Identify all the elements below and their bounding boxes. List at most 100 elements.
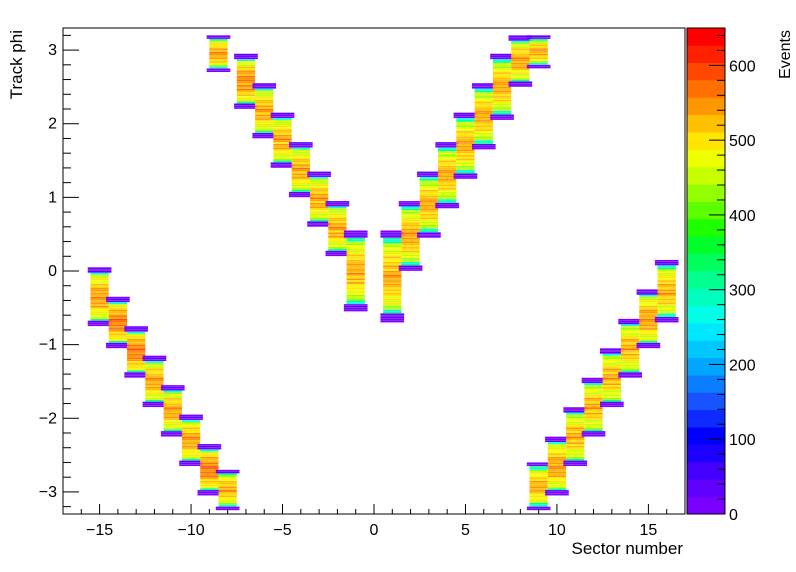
- heatmap-cell: [419, 186, 439, 189]
- heatmap-cell: [346, 261, 365, 264]
- heatmap-cell: [529, 475, 548, 478]
- heatmap-cell: [602, 377, 621, 380]
- heatmap-cell: [456, 149, 475, 152]
- heatmap-cell: [234, 103, 258, 106]
- heatmap-cell: [602, 375, 621, 378]
- heatmap-cell: [456, 167, 475, 170]
- colorbar-swatch: [687, 461, 725, 480]
- heatmap-cell: [181, 436, 201, 439]
- heatmap-cell: [328, 210, 347, 212]
- heatmap-cell: [511, 62, 530, 65]
- heatmap-cell: [383, 248, 402, 251]
- heatmap-cell: [508, 39, 533, 41]
- heatmap-cell: [108, 305, 128, 308]
- heatmap-cell: [383, 305, 402, 308]
- heatmap-cell: [343, 232, 368, 235]
- heatmap-cell: [620, 353, 640, 356]
- heatmap-cell: [438, 188, 457, 190]
- heatmap-cell: [346, 269, 365, 271]
- heatmap-cell: [252, 136, 277, 139]
- heatmap-cell: [270, 114, 295, 117]
- heatmap-cell: [657, 313, 676, 316]
- heatmap-cell: [309, 215, 329, 218]
- heatmap-cell: [273, 153, 292, 155]
- heatmap-cell: [511, 68, 530, 71]
- heatmap-cell: [401, 254, 420, 257]
- colorbar-swatch: [687, 184, 725, 202]
- heatmap-cell: [545, 436, 569, 439]
- heatmap-cell: [657, 269, 676, 271]
- heatmap-cell: [145, 364, 164, 367]
- heatmap-cell: [291, 184, 310, 187]
- heatmap-cell: [252, 134, 277, 137]
- heatmap-cell: [209, 66, 228, 69]
- heatmap-cell: [584, 407, 603, 409]
- heatmap-cell: [602, 359, 621, 362]
- heatmap-cell: [492, 85, 512, 87]
- heatmap-cell: [492, 97, 512, 100]
- heatmap-cell: [383, 237, 402, 240]
- z-tick-label: 300: [729, 283, 756, 300]
- heatmap-cell: [438, 162, 457, 165]
- heatmap-cell: [438, 195, 457, 198]
- heatmap-cell: [547, 477, 567, 479]
- colorbar-swatch: [687, 357, 725, 376]
- heatmap-cell: [383, 293, 402, 295]
- heatmap-cell: [309, 182, 329, 185]
- heatmap-cell: [343, 234, 368, 236]
- heatmap-cell: [526, 64, 551, 67]
- heatmap-cell: [401, 245, 420, 247]
- heatmap-cell: [584, 386, 603, 389]
- heatmap-cell: [236, 85, 256, 87]
- heatmap-cell: [309, 210, 329, 212]
- z-tick-label: 400: [729, 208, 756, 225]
- heatmap-cell: [419, 178, 439, 181]
- heatmap-cell: [291, 169, 310, 172]
- heatmap-cell: [197, 491, 222, 494]
- heatmap-cell: [160, 386, 185, 389]
- heatmap-cell: [273, 155, 292, 157]
- heatmap-cell: [620, 335, 640, 338]
- heatmap-cell: [145, 368, 164, 371]
- heatmap-cell: [474, 114, 493, 117]
- heatmap-cell: [401, 261, 420, 264]
- heatmap-cell: [584, 385, 603, 387]
- colorbar-swatch: [687, 444, 725, 463]
- heatmap-cell: [200, 479, 219, 481]
- heatmap-cell: [456, 132, 475, 135]
- heatmap-cell: [584, 416, 603, 419]
- heatmap-cell: [215, 469, 240, 472]
- heatmap-cell: [309, 188, 329, 190]
- heatmap-cell: [456, 145, 475, 148]
- heatmap-cell: [346, 248, 365, 251]
- heatmap-cell: [270, 116, 295, 119]
- heatmap-cell: [309, 177, 329, 179]
- heatmap-cell: [602, 388, 621, 391]
- heatmap-cell: [325, 254, 350, 257]
- heatmap-cell: [127, 355, 146, 358]
- heatmap-cell: [291, 147, 310, 150]
- heatmap-cell: [309, 202, 329, 205]
- heatmap-cell: [163, 410, 182, 413]
- heatmap-cell: [529, 504, 548, 507]
- heatmap-cell: [346, 263, 365, 266]
- heatmap-cell: [383, 298, 402, 301]
- heatmap-cell: [620, 359, 640, 362]
- heatmap-cell: [563, 460, 588, 463]
- heatmap-cell: [492, 90, 512, 93]
- heatmap-cell: [602, 353, 621, 356]
- heatmap-cell: [328, 226, 347, 229]
- heatmap-cell: [438, 151, 457, 154]
- heatmap-cell: [438, 191, 457, 194]
- heatmap-cell: [90, 305, 109, 308]
- heatmap-cell: [639, 307, 658, 310]
- heatmap-cell: [602, 392, 621, 395]
- heatmap-cell: [181, 420, 201, 422]
- heatmap-cell: [639, 320, 658, 323]
- heatmap-cell: [566, 453, 585, 455]
- heatmap-cell: [584, 412, 603, 415]
- heatmap-cell: [456, 160, 475, 163]
- heatmap-cell: [309, 212, 329, 214]
- heatmap-cell: [584, 414, 603, 417]
- heatmap-cell: [90, 311, 109, 314]
